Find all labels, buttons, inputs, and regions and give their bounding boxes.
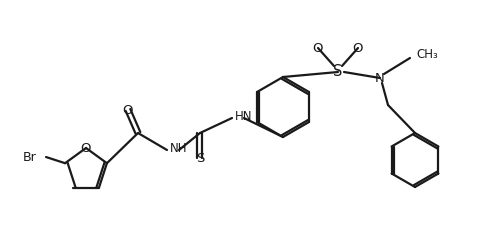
Text: O: O xyxy=(352,41,363,54)
Text: O: O xyxy=(81,142,91,155)
Text: O: O xyxy=(123,104,133,117)
Text: HN: HN xyxy=(234,110,252,122)
Text: NH: NH xyxy=(170,142,187,155)
Text: O: O xyxy=(312,41,323,54)
Text: CH₃: CH₃ xyxy=(415,49,437,61)
Text: S: S xyxy=(333,65,342,79)
Text: Br: Br xyxy=(22,151,36,164)
Text: N: N xyxy=(374,72,384,85)
Text: S: S xyxy=(195,151,204,164)
